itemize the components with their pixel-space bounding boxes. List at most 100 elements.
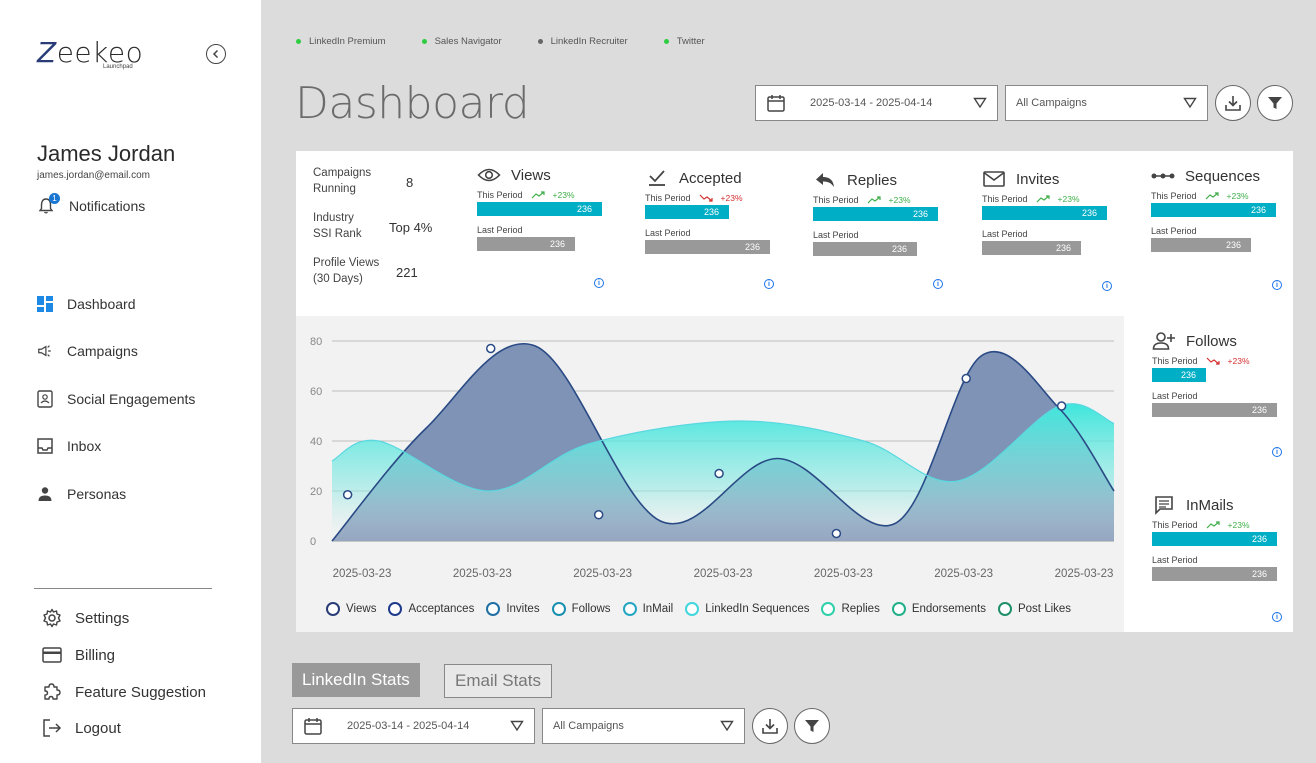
legend-swatch — [891, 602, 906, 616]
this-period-label: This Period — [982, 194, 1028, 204]
legend-label: Follows — [571, 603, 611, 615]
campaign-select[interactable]: All Campaigns — [1005, 85, 1208, 121]
metric-invites[interactable]: Invites This Period +23% 236 Last Period … — [982, 166, 1107, 255]
chevron-down-icon — [510, 720, 524, 732]
this-period-bar: 236 — [813, 207, 938, 221]
source-sales-navigator[interactable]: Sales Navigator — [421, 36, 502, 47]
notification-count-badge: 1 — [49, 193, 60, 204]
nav-inbox-label: Inbox — [67, 438, 102, 454]
collapse-sidebar-button[interactable] — [206, 44, 226, 64]
x-tick-label: 2025-03-23 — [453, 568, 512, 580]
change-percent: +23% — [1227, 520, 1250, 530]
legend-item[interactable]: Post Likes — [997, 602, 1072, 616]
metric-replies[interactable]: Replies This Period +23% 236 Last Period … — [813, 167, 938, 256]
data-point-marker[interactable] — [961, 373, 971, 384]
legend-item[interactable]: Follows — [551, 602, 611, 616]
accepted-info-icon[interactable]: i — [764, 279, 774, 289]
legend-label: LinkedIn Sequences — [705, 603, 810, 615]
change-percent: +23% — [1057, 194, 1080, 204]
bottom-filter-button[interactable] — [794, 708, 830, 744]
this-period-label: This Period — [1152, 520, 1198, 530]
legend-item[interactable]: InMail — [622, 602, 673, 616]
source-linkedin-recruiter[interactable]: LinkedIn Recruiter — [537, 36, 628, 47]
nav-personas[interactable]: Personas — [37, 486, 237, 502]
download-icon — [762, 719, 778, 734]
follows-info-icon[interactable]: i — [1272, 447, 1282, 457]
data-point-marker[interactable] — [342, 490, 353, 500]
filter-button[interactable] — [1257, 85, 1293, 121]
metric-title: Accepted — [679, 169, 742, 187]
metric-follows[interactable]: Follows This Period +23% 236 Last Period … — [1152, 328, 1277, 417]
legend-label: Post Likes — [1017, 603, 1072, 615]
legend-item[interactable]: Invites — [486, 602, 540, 616]
light-series-line — [331, 403, 1115, 492]
source-label: Twitter — [676, 36, 705, 47]
nav-campaigns[interactable]: Campaigns — [37, 343, 237, 359]
y-tick-label: 0 — [310, 536, 316, 548]
notifications-link[interactable]: 1 Notifications — [37, 193, 145, 215]
invites-info-icon[interactable]: i — [1102, 281, 1112, 291]
source-linkedin-premium[interactable]: LinkedIn Premium — [296, 36, 386, 47]
data-point-marker[interactable] — [593, 510, 604, 520]
logo-letter: Z — [37, 36, 57, 69]
tab-email-stats[interactable]: Email Stats — [444, 664, 552, 698]
logout-icon — [42, 718, 62, 738]
app-logo[interactable]: Zeekeo Launchpad — [37, 36, 143, 70]
metric-title: Views — [511, 166, 551, 184]
data-point-marker[interactable] — [714, 468, 724, 479]
legend-item[interactable]: Views — [326, 602, 376, 616]
activity-area-chart: 0 20 40 60 80 2025-03-23 2025-03-23 2025-03-23… — [310, 336, 1115, 580]
add-person-icon — [1152, 331, 1176, 351]
user-name: James Jordan — [37, 141, 176, 166]
date-range-picker[interactable]: 2025-03-14 - 2025-04-14 — [755, 85, 998, 121]
legend-item[interactable]: Acceptances — [388, 602, 474, 616]
nav-settings[interactable]: Settings — [42, 608, 129, 628]
replies-info-icon[interactable]: i — [933, 279, 943, 289]
sequences-info-icon[interactable]: i — [1272, 280, 1282, 290]
page-title: Dashboard — [295, 78, 530, 129]
bottom-campaign-select[interactable]: All Campaigns — [542, 708, 745, 744]
tab-linkedin-stats[interactable]: LinkedIn Stats — [292, 663, 420, 697]
last-period-label: Last Period — [982, 229, 1028, 239]
nav-billing-label: Billing — [75, 646, 116, 664]
metric-inmails[interactable]: InMails This Period +23% 236 Last Period … — [1152, 492, 1277, 581]
nav-feature-suggestion[interactable]: Feature Suggestion — [42, 682, 206, 702]
mail-icon — [982, 169, 1006, 189]
puzzle-icon — [42, 682, 62, 702]
nav-logout[interactable]: Logout — [42, 718, 121, 738]
metric-accepted[interactable]: Accepted This Period +23% 236 Last Period… — [645, 165, 770, 254]
nav-billing[interactable]: Billing — [42, 645, 115, 665]
nav-dashboard[interactable]: Dashboard — [37, 296, 237, 312]
trend-down-icon — [699, 194, 713, 202]
nav-social-engagements[interactable]: Social Engagements — [37, 390, 237, 408]
chart-panel: 0 20 40 60 80 2025-03-23 2025-03-23 2025-03-23… — [296, 316, 1124, 632]
data-point-marker[interactable] — [831, 528, 842, 539]
calendar-icon — [767, 95, 785, 112]
download-button[interactable] — [1215, 85, 1251, 121]
legend-item[interactable]: Endorsements — [891, 602, 986, 616]
legend-item[interactable]: Replies — [821, 602, 880, 616]
this-period-bar: 236 — [1152, 368, 1206, 382]
inbox-icon — [37, 438, 53, 454]
nav-feature-suggestion-label: Feature Suggestion — [75, 683, 206, 701]
nav-dashboard-label: Dashboard — [67, 296, 136, 312]
views-info-icon[interactable]: i — [594, 278, 604, 288]
account-sources-bar: LinkedIn Premium Sales Navigator LinkedI… — [296, 36, 705, 47]
chevron-down-icon — [1183, 97, 1197, 109]
nav-inbox[interactable]: Inbox — [37, 438, 237, 454]
bottom-date-range-picker[interactable]: 2025-03-14 - 2025-04-14 — [292, 708, 535, 744]
metric-sequences[interactable]: Sequences This Period +23% 236 Last Perio… — [1151, 163, 1276, 252]
last-period-label: Last Period — [477, 225, 523, 235]
metric-views[interactable]: Views This Period +23% 236 Last Period 23… — [477, 162, 602, 251]
source-twitter[interactable]: Twitter — [663, 36, 705, 47]
legend-label: Acceptances — [408, 603, 475, 615]
sidebar-divider — [34, 588, 212, 589]
trend-up-icon — [1205, 192, 1219, 200]
bottom-download-button[interactable] — [752, 708, 788, 744]
kpi-label: Profile Views — [313, 257, 380, 269]
data-point-marker[interactable] — [1056, 401, 1067, 411]
legend-item[interactable]: LinkedIn Sequences — [685, 602, 809, 616]
data-point-marker[interactable] — [485, 343, 496, 354]
status-dot — [296, 39, 301, 44]
inmails-info-icon[interactable]: i — [1272, 612, 1282, 622]
